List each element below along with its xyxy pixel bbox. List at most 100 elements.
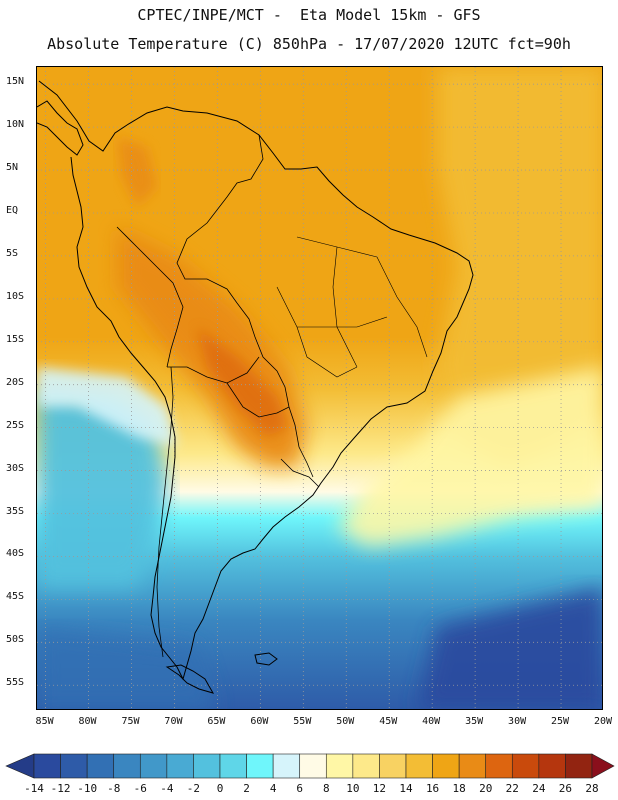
latitude-tick-label: 40S [6, 548, 25, 560]
map-title-line-1: CPTEC/INPE/MCT - Eta Model 15km - GFS [137, 6, 481, 24]
colorbar-tick-label: 28 [585, 782, 599, 795]
colorbar-tick-label: 24 [532, 782, 546, 795]
colorbar-tick-label: 4 [269, 782, 277, 795]
longitude-tick-label: 75W [121, 716, 140, 727]
colorbar-bin [565, 753, 593, 779]
colorbar [5, 753, 615, 779]
colorbar-bin [352, 753, 380, 779]
colorbar-under-arrow [5, 753, 35, 779]
colorbar-tick-label: 6 [296, 782, 304, 795]
latitude-tick-label: 30S [6, 462, 25, 474]
border-peru-bolivia [116, 226, 184, 368]
field-hottest-core [197, 327, 287, 437]
longitude-tick-label: 25W [551, 716, 570, 727]
colorbar-bin [86, 753, 115, 779]
border-brazil-west [176, 134, 314, 478]
colorbar-tick-label: 16 [425, 782, 440, 795]
longitude-tick-label: 60W [250, 716, 269, 727]
colorbar-bin [193, 753, 221, 779]
colorbar-bin [405, 753, 433, 779]
latitude-tick-label: 5N [6, 162, 19, 174]
latitude-tick-label: EQ [6, 204, 19, 216]
colorbar-bin [272, 753, 301, 779]
field-white-coast [37, 367, 177, 447]
latitude-tick-label: 20S [6, 376, 25, 388]
colorbar-tick-label: -2 [186, 782, 201, 795]
tierra-del-fuego [165, 664, 215, 694]
temperature-map [36, 66, 603, 710]
colorbar-tick-label: -14 [24, 782, 44, 795]
colorbar-tick-label: 20 [479, 782, 493, 795]
map-title-line-2: Absolute Temperature (C) 850hPa - 17/07/… [47, 35, 571, 53]
colorbar-tick-label: 18 [452, 782, 466, 795]
colorbar-bin [379, 753, 407, 779]
colorbar-tick-label: -4 [160, 782, 174, 795]
latitude-tick-label: 10S [6, 290, 25, 302]
colorbar-bin [113, 753, 141, 779]
colorbar-tick-label: -12 [50, 782, 71, 795]
colorbar-bin [60, 753, 88, 779]
colorbar-bin [139, 753, 168, 779]
south-america-outline [38, 80, 474, 681]
colorbar-bin [458, 753, 487, 779]
latitude-tick-label: 35S [6, 505, 25, 517]
national-borders [116, 134, 428, 658]
colorbar-bin [33, 753, 61, 779]
colorbar-bin [511, 753, 540, 779]
colorbar-tick-label: -10 [77, 782, 98, 795]
longitude-tick-label: 55W [293, 716, 312, 727]
longitude-tick-label: 80W [78, 716, 97, 727]
latitude-tick-label: 55S [6, 677, 25, 689]
field-south-west [37, 627, 217, 709]
border-argentina-chile [156, 366, 174, 658]
field-subtropical-band [337, 367, 602, 547]
falklands [254, 652, 278, 666]
colorbar-bin [325, 753, 354, 779]
colorbar-tick-label: 26 [558, 782, 573, 795]
latitude-tick-label: 15N [6, 76, 25, 88]
colorbar-bin [485, 753, 513, 779]
longitude-tick-label: 45W [379, 716, 398, 727]
longitude-tick-label: 20W [593, 716, 613, 727]
longitude-tick-label: 70W [164, 716, 183, 727]
latitude-tick-label: 50S [6, 634, 25, 646]
latitude-tick-label: 15S [6, 333, 25, 345]
border-uruguay [280, 458, 320, 488]
map-canvas [37, 67, 602, 709]
longitude-tick-label: 50W [336, 716, 355, 727]
colorbar-tick-label: 14 [399, 782, 413, 795]
colorbar-tick-label: -6 [133, 782, 147, 795]
colorbar-tick-label: 12 [372, 782, 387, 795]
colorbar-bin [219, 753, 247, 779]
longitude-tick-label: 65W [207, 716, 226, 727]
field-deep-south [417, 587, 602, 709]
colorbar-bin [246, 753, 274, 779]
graticule [37, 67, 602, 709]
field-warm-andes-north [117, 137, 157, 207]
colorbar-tick-label: 0 [216, 782, 224, 795]
colorbar-bin [299, 753, 327, 779]
colorbar-bin [538, 753, 566, 779]
border-states [276, 236, 428, 378]
border-paraguay [226, 382, 290, 418]
longitude-tick-label: 30W [508, 716, 527, 727]
latitude-tick-label: 25S [6, 419, 25, 431]
coastlines [37, 80, 474, 694]
colorbar-bin [166, 753, 194, 779]
colorbar-over-arrow [591, 753, 615, 779]
latitude-tick-label: 5S [6, 247, 19, 259]
field-cold-pacific [37, 387, 167, 587]
colorbar-tick-label: 8 [322, 782, 330, 795]
latitude-tick-label: 45S [6, 591, 25, 603]
colorbar-tick-label: 22 [505, 782, 519, 795]
colorbar-bin [432, 753, 460, 779]
colorbar-tick-label: 2 [243, 782, 250, 795]
central-america [37, 100, 84, 156]
longitude-tick-label: 40W [422, 716, 441, 727]
border-bolivia-south [167, 356, 260, 384]
longitude-tick-label: 35W [465, 716, 484, 727]
latitude-tick-label: 10N [6, 119, 25, 131]
colorbar-tick-label: -8 [107, 782, 121, 795]
colorbar-tick-label: 10 [346, 782, 360, 795]
longitude-tick-label: 85W [35, 716, 54, 727]
